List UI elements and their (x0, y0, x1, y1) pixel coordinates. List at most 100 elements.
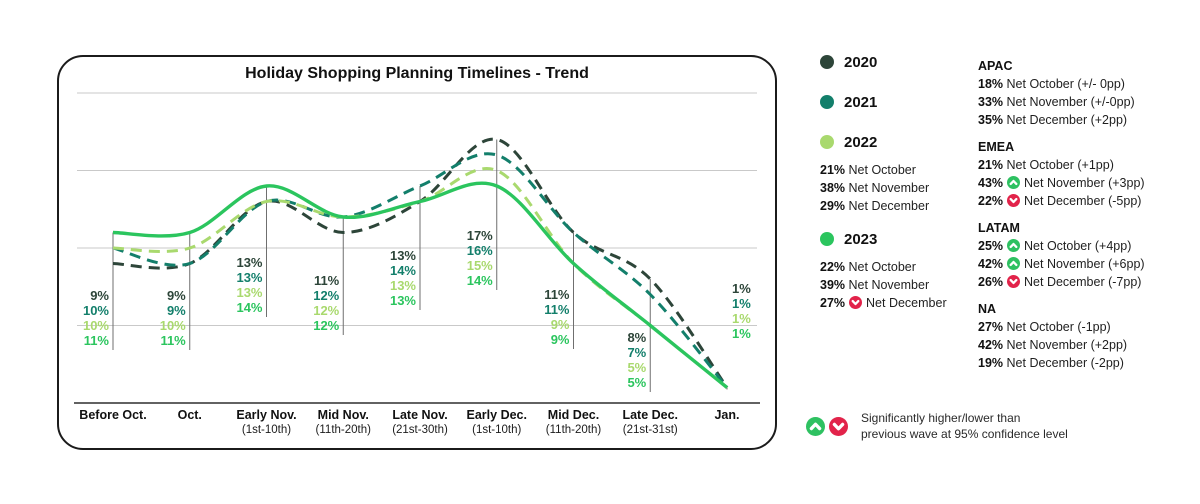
arrow-down-icon (849, 296, 863, 309)
value-label-stack: 17% 16% 15% 14% (467, 228, 493, 288)
value-label-2020: 1% (732, 281, 751, 296)
x-axis-label: Before Oct. (65, 408, 161, 422)
legend-year-row: 2021 (820, 93, 877, 111)
legend-row-text: Net November (+6pp) (1024, 257, 1145, 271)
value-label-2020: 9% (90, 288, 109, 303)
legend-year-label: 2021 (844, 93, 878, 111)
region-group-NA: NA 27% Net October (-1pp) 42% Net November… (978, 300, 1127, 372)
significance-lower-icon (829, 417, 848, 436)
footnote-line1: Significantly higher/lower than (861, 411, 1021, 425)
value-label-2020: 13% (389, 248, 416, 263)
legend-row: 21% Net October (+1pp) (978, 156, 1145, 174)
region-group-EMEA: EMEA 21% Net October (+1pp) 43% Net Novembe… (978, 138, 1145, 210)
x-axis-label: Oct. (142, 408, 238, 422)
legend-year-2023: 2023 22% Net October 39% Net November 27% Ne… (820, 230, 947, 312)
footnote: Significantly higher/lower than previous… (806, 411, 1068, 442)
legend-row-text: Net October (+1pp) (1006, 158, 1114, 172)
x-axis-label-sub: (11th-20th) (315, 424, 371, 436)
value-label-2022: 13% (236, 285, 263, 300)
x-axis-label-main: Late Nov. (392, 408, 448, 422)
legend-row: 43% Net November (+3pp) (978, 174, 1145, 192)
legend-row-text: Net December (848, 199, 930, 213)
x-axis-label-main: Mid Nov. (317, 408, 369, 422)
x-axis-label-main: Early Nov. (236, 408, 297, 422)
x-axis-label: Jan. (679, 408, 775, 422)
legend-row-pct: 33% (978, 95, 1004, 109)
legend-row: 35% Net December (+2pp) (978, 111, 1135, 129)
legend-year-label: 2022 (844, 133, 878, 151)
arrow-up-icon (1007, 176, 1021, 189)
legend-year-row: 2023 (820, 230, 947, 248)
value-label-2020: 11% (313, 273, 340, 288)
x-axis-label-sub: (21st-30th) (392, 424, 448, 436)
legend-row: 26% Net December (-7pp) (978, 273, 1145, 291)
value-label-stack: 11% 12% 12% 12% (313, 273, 339, 333)
legend-row-text: Net December (866, 296, 947, 310)
x-axis-label: Early Dec. (1st-10th) (449, 408, 545, 437)
legend-row-pct: 39% (820, 278, 846, 292)
value-label-2022: 1% (732, 311, 751, 326)
chart-card: Holiday Shopping Planning Timelines - Tr… (57, 55, 777, 450)
value-label-2023: 14% (466, 273, 493, 288)
value-label-2022: 15% (466, 258, 493, 273)
footnote-line2: previous wave at 95% confidence level (861, 426, 1068, 441)
x-axis-label-main: Early Dec. (466, 408, 527, 422)
legend-row-pct: 29% (820, 199, 846, 213)
legend-row-text: Net November (+3pp) (1024, 176, 1145, 190)
chart-title: Holiday Shopping Planning Timelines - Tr… (245, 65, 589, 82)
x-axis-label-main: Oct. (177, 408, 202, 422)
value-label-2022: 13% (389, 278, 416, 293)
legend-row-pct: 21% (820, 163, 846, 177)
legend-row-text: Net December (-2pp) (1006, 356, 1124, 370)
significance-higher-icon (806, 417, 825, 436)
value-label-2020: 11% (544, 287, 570, 302)
x-axis-label-sub: (1st-10th) (241, 424, 292, 436)
value-label-2023: 5% (627, 375, 647, 390)
legend-year-row: 2020 (820, 53, 877, 71)
value-label-2023: 13% (389, 293, 416, 308)
legend-row-pct: 22% (978, 194, 1004, 208)
value-label-2023: 12% (313, 318, 340, 333)
legend-row-text: Net October (848, 163, 916, 177)
arrow-down-icon (1007, 194, 1021, 207)
x-axis-label: Mid Dec. (11th-20th) (526, 408, 622, 437)
legend-bullet-icon (820, 135, 834, 149)
arrow-up-icon (1007, 239, 1021, 252)
series-line-2021 (112, 152, 729, 389)
legend-row-pct: 27% (820, 296, 846, 310)
legend-row: 25% Net October (+4pp) (978, 237, 1145, 255)
legend-bullet-icon (820, 55, 834, 69)
legend-year-label: 2020 (844, 53, 878, 71)
value-label-stack: 8% 7% 5% 5% (627, 330, 646, 390)
value-label-2021: 9% (166, 303, 186, 318)
value-label-stack: 11% 11% 9% 9% (544, 287, 569, 347)
legend-row: 21% Net October (820, 161, 929, 179)
legend-row: 18% Net October (+/- 0pp) (978, 75, 1135, 93)
legend-row-pct: 42% (978, 257, 1004, 271)
legend-row-pct: 18% (978, 77, 1004, 91)
legend-row-text: Net October (-1pp) (1006, 320, 1111, 334)
arrow-up-icon (1007, 257, 1021, 270)
region-header: EMEA (978, 140, 1015, 154)
legend-row-pct: 35% (978, 113, 1004, 127)
x-axis-label-sub: (11th-20th) (545, 424, 602, 436)
legend-row-pct: 27% (978, 320, 1004, 334)
value-label-2021: 11% (544, 302, 570, 317)
value-label-2021: 12% (313, 288, 340, 303)
legend-row-pct: 19% (978, 356, 1004, 370)
value-label-stack: 9% 9% 10% 11% (160, 288, 186, 348)
legend-row-text: Net November (+/-0pp) (1006, 95, 1135, 109)
legend-row: 29% Net December (820, 197, 929, 215)
plot-area: Holiday Shopping Planning Timelines - Tr… (57, 55, 777, 450)
value-label-stack: 9% 10% 10% 11% (83, 288, 109, 348)
legend-year-row: 2022 (820, 133, 929, 151)
arrow-down-icon (1007, 275, 1021, 288)
legend-row: 39% Net November (820, 276, 947, 294)
value-label-2020: 9% (166, 288, 186, 303)
legend-row-text: Net December (+2pp) (1006, 113, 1128, 127)
value-label-2023: 9% (550, 332, 570, 347)
legend-row-text: Net November (+2pp) (1006, 338, 1128, 352)
x-axis-label: Early Nov. (1st-10th) (219, 408, 315, 437)
legend-row-text: Net November (848, 278, 930, 292)
